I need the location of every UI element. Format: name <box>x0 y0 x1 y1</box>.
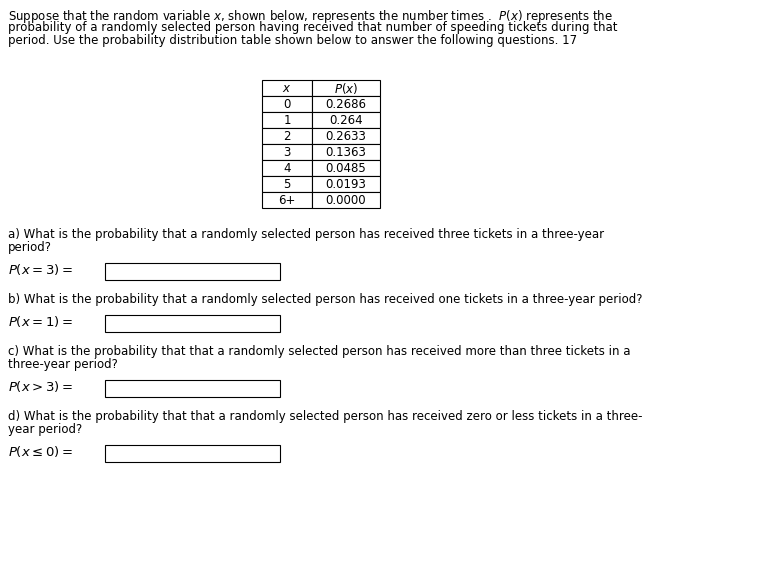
Text: $P(x)$: $P(x)$ <box>334 80 358 95</box>
Bar <box>312 176 380 192</box>
Bar <box>262 160 312 176</box>
Text: period?: period? <box>8 241 52 254</box>
Bar <box>262 144 312 160</box>
Bar <box>262 128 312 144</box>
Text: 4: 4 <box>283 161 291 175</box>
Text: 0.0193: 0.0193 <box>326 177 366 191</box>
Bar <box>262 192 312 208</box>
Text: d) What is the probability that that a randomly selected person has received zer: d) What is the probability that that a r… <box>8 410 642 423</box>
Text: $P(x > 3) =$: $P(x > 3) =$ <box>8 379 73 394</box>
Text: c) What is the probability that that a randomly selected person has received mor: c) What is the probability that that a r… <box>8 345 630 358</box>
Text: 0.0485: 0.0485 <box>326 161 366 175</box>
Text: $P(x = 3) =$: $P(x = 3) =$ <box>8 262 73 277</box>
Bar <box>262 96 312 112</box>
Text: $P(x \leq 0) =$: $P(x \leq 0) =$ <box>8 444 73 459</box>
Text: 0.2633: 0.2633 <box>326 129 366 143</box>
Text: 0.2686: 0.2686 <box>326 98 366 110</box>
Bar <box>312 144 380 160</box>
Bar <box>312 80 380 96</box>
Text: a) What is the probability that a randomly selected person has received three ti: a) What is the probability that a random… <box>8 228 604 241</box>
Text: 0.264: 0.264 <box>329 113 363 127</box>
Text: period. Use the probability distribution table shown below to answer the followi: period. Use the probability distribution… <box>8 34 577 47</box>
Text: 0: 0 <box>283 98 291 110</box>
Text: Suppose that the random variable $x$, shown below, represents the number times .: Suppose that the random variable $x$, sh… <box>8 8 613 25</box>
Text: $P(x = 1) =$: $P(x = 1) =$ <box>8 314 73 329</box>
Text: b) What is the probability that a randomly selected person has received one tick: b) What is the probability that a random… <box>8 293 642 306</box>
Text: 3: 3 <box>283 146 291 158</box>
Bar <box>312 96 380 112</box>
Bar <box>105 380 280 397</box>
Text: 0.0000: 0.0000 <box>326 194 366 206</box>
Bar <box>312 128 380 144</box>
Bar <box>262 80 312 96</box>
Bar <box>312 112 380 128</box>
Text: 5: 5 <box>283 177 291 191</box>
Text: 1: 1 <box>283 113 291 127</box>
Text: 0.1363: 0.1363 <box>326 146 366 158</box>
Bar <box>262 176 312 192</box>
Bar <box>312 192 380 208</box>
Text: year period?: year period? <box>8 423 82 436</box>
Text: probability of a randomly selected person having received that number of speedin: probability of a randomly selected perso… <box>8 21 617 34</box>
Text: 6+: 6+ <box>278 194 296 206</box>
Bar <box>105 315 280 332</box>
Bar <box>105 445 280 462</box>
Text: 2: 2 <box>283 129 291 143</box>
Text: $x$: $x$ <box>282 81 291 94</box>
Bar <box>105 263 280 280</box>
Bar <box>262 112 312 128</box>
Text: three-year period?: three-year period? <box>8 358 118 371</box>
Bar <box>312 160 380 176</box>
